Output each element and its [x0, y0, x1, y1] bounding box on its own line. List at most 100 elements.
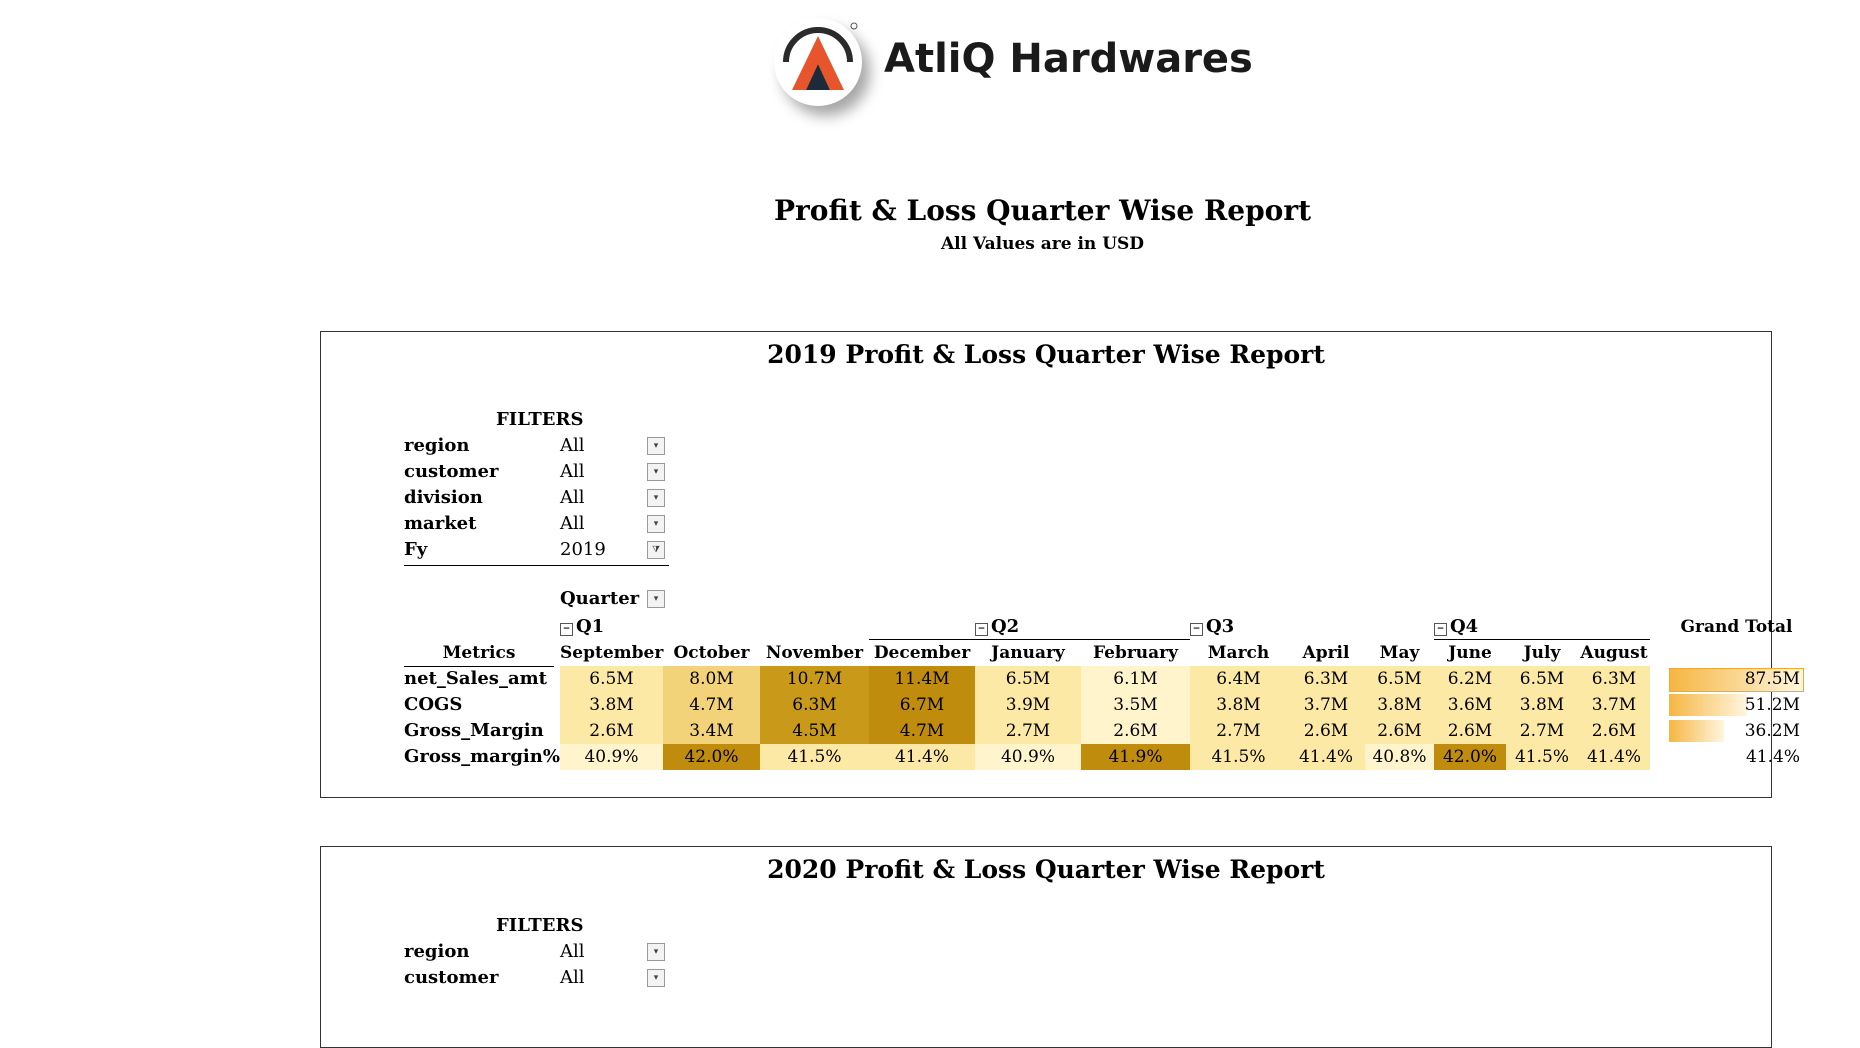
- filter-label: Fy: [404, 539, 428, 560]
- quarter-label: Q3: [1206, 616, 1235, 637]
- value-cell: 3.4M: [663, 718, 760, 744]
- filter-value: All: [560, 941, 585, 962]
- dropdown-icon[interactable]: ▾: [647, 943, 665, 961]
- collapse-icon[interactable]: −: [560, 623, 573, 636]
- month-header[interactable]: July: [1523, 643, 1561, 663]
- filters-heading: FILTERS: [496, 409, 584, 430]
- report-panel-2019: 2019 Profit & Loss Quarter Wise Report F…: [320, 331, 1804, 798]
- value-cell: 4.5M: [760, 718, 869, 744]
- value-cell: 40.9%: [560, 744, 663, 770]
- value-cell: 2.7M: [1190, 718, 1287, 744]
- quarter-header-q4[interactable]: − Q4: [1434, 614, 1478, 640]
- value-cell: 3.8M: [1365, 692, 1434, 718]
- value-cell: 3.7M: [1287, 692, 1365, 718]
- filter-region: region All ▾: [404, 941, 669, 967]
- quarter-label: Q1: [576, 616, 605, 637]
- filter-market: market All ▾: [404, 513, 669, 539]
- grand-total-value: 41.4%: [1745, 747, 1800, 767]
- metric-label: net_Sales_amt: [404, 668, 547, 689]
- month-header[interactable]: August: [1580, 643, 1648, 663]
- quarter-underline: [1434, 639, 1650, 640]
- grand-total-cell: 87.5M: [1669, 666, 1804, 692]
- value-cell: 2.6M: [1578, 718, 1650, 744]
- filter-region: region All ▾: [404, 435, 669, 461]
- value-cell: 2.6M: [1434, 718, 1506, 744]
- filter-icon[interactable]: ⧩: [647, 541, 665, 559]
- grand-total-header: Grand Total: [1680, 617, 1793, 637]
- value-cell: 3.8M: [1190, 692, 1287, 718]
- month-header[interactable]: May: [1379, 643, 1420, 663]
- value-cell: 10.7M: [760, 666, 869, 692]
- filter-label: customer: [404, 461, 499, 482]
- collapse-icon[interactable]: −: [975, 623, 988, 636]
- grand-total-cell: 51.2M: [1669, 692, 1804, 718]
- filter-division: division All ▾: [404, 487, 669, 513]
- month-header[interactable]: June: [1448, 643, 1492, 663]
- value-cell: 2.7M: [975, 718, 1081, 744]
- dropdown-icon[interactable]: ▾: [647, 463, 665, 481]
- dropdown-icon[interactable]: ▾: [647, 590, 665, 608]
- month-header[interactable]: December: [873, 643, 971, 663]
- dropdown-icon[interactable]: ▾: [647, 969, 665, 987]
- filter-value: All: [560, 435, 585, 456]
- grand-total-value: 51.2M: [1744, 695, 1800, 715]
- value-cell: 41.4%: [1578, 744, 1650, 770]
- panel-title: 2019 Profit & Loss Quarter Wise Report: [767, 340, 1325, 369]
- filters-heading: FILTERS: [496, 915, 584, 936]
- grand-total-value: 36.2M: [1744, 721, 1800, 741]
- value-cell: 2.7M: [1506, 718, 1578, 744]
- value-cell: 2.6M: [1365, 718, 1434, 744]
- value-cell: 41.5%: [1506, 744, 1578, 770]
- value-cell: 3.8M: [1506, 692, 1578, 718]
- month-header[interactable]: November: [765, 643, 864, 663]
- value-cell: 8.0M: [663, 666, 760, 692]
- collapse-icon[interactable]: −: [1190, 623, 1203, 636]
- value-cell: 6.3M: [1287, 666, 1365, 692]
- data-bar: [1669, 694, 1747, 716]
- panel-title: 2020 Profit & Loss Quarter Wise Report: [767, 855, 1325, 884]
- filter-customer: customer All ▾: [404, 461, 669, 487]
- value-cell: 41.4%: [1287, 744, 1365, 770]
- quarter-header-q2[interactable]: − Q2: [975, 614, 1019, 640]
- quarter-field-label: Quarter: [560, 588, 640, 609]
- collapse-icon[interactable]: −: [1434, 623, 1447, 636]
- filter-label: division: [404, 487, 483, 508]
- month-header[interactable]: February: [1092, 643, 1178, 663]
- value-cell: 40.8%: [1365, 744, 1434, 770]
- quarter-header-q1[interactable]: − Q1: [560, 614, 604, 640]
- metric-label: Gross_Margin: [404, 720, 544, 741]
- value-cell: 6.1M: [1081, 666, 1190, 692]
- dropdown-icon[interactable]: ▾: [647, 515, 665, 533]
- month-header[interactable]: March: [1207, 643, 1270, 663]
- month-header[interactable]: October: [673, 643, 750, 663]
- report-subtitle: All Values are in USD: [940, 234, 1145, 254]
- month-header[interactable]: September: [560, 643, 664, 663]
- filter-fy: Fy 2019 ⧩: [404, 539, 669, 566]
- quarter-label: Q2: [991, 616, 1020, 637]
- value-cell: 3.7M: [1578, 692, 1650, 718]
- data-bar: [1669, 720, 1724, 742]
- value-cell: 6.5M: [560, 666, 663, 692]
- filter-label: region: [404, 941, 470, 962]
- value-cell: 6.3M: [760, 692, 869, 718]
- month-header[interactable]: April: [1302, 643, 1350, 663]
- quarter-label: Q4: [1450, 616, 1479, 637]
- month-header[interactable]: January: [991, 643, 1065, 663]
- grand-total-cell: 36.2M: [1669, 718, 1804, 744]
- value-cell: 11.4M: [869, 666, 975, 692]
- filter-value: All: [560, 513, 585, 534]
- filter-value: 2019: [560, 539, 606, 560]
- value-cell: 6.7M: [869, 692, 975, 718]
- filter-value: All: [560, 967, 585, 988]
- atliq-logo-icon: [774, 18, 862, 106]
- grand-total-value: 87.5M: [1744, 669, 1800, 689]
- quarter-header-q3[interactable]: − Q3: [1190, 614, 1234, 640]
- dropdown-icon[interactable]: ▾: [647, 489, 665, 507]
- metrics-header: Metrics: [404, 640, 554, 667]
- filter-value: All: [560, 487, 585, 508]
- dropdown-icon[interactable]: ▾: [647, 437, 665, 455]
- metric-label: Gross_margin%: [404, 746, 560, 767]
- quarter-underline: [869, 639, 1190, 640]
- value-cell: 41.5%: [1190, 744, 1287, 770]
- value-cell: 41.5%: [760, 744, 869, 770]
